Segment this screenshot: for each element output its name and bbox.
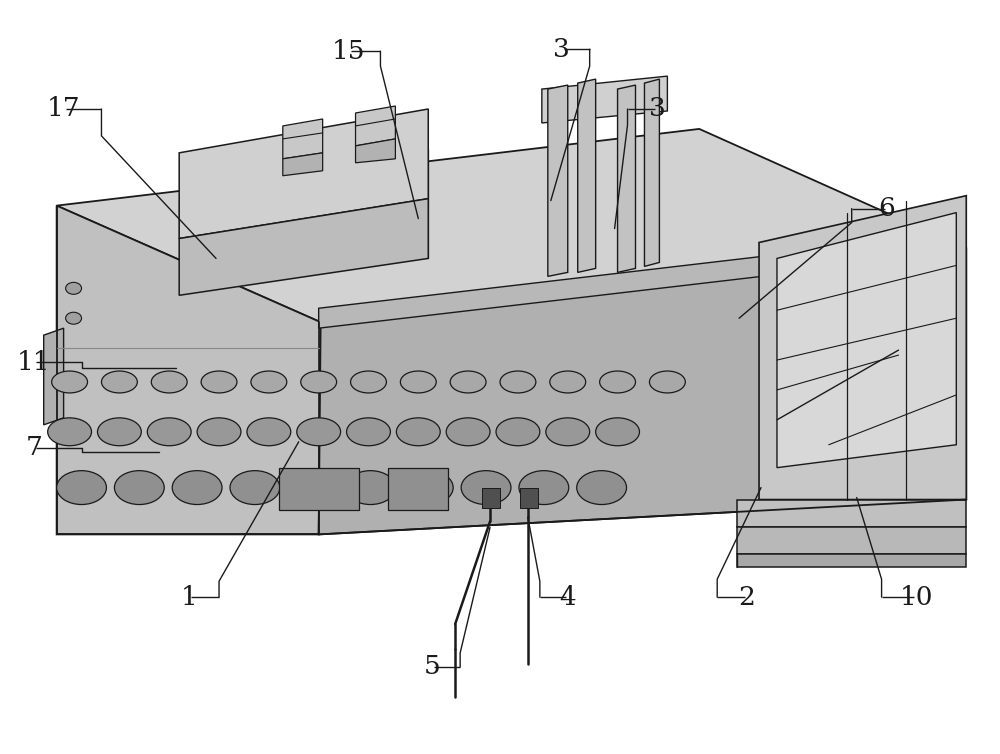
- Text: 1: 1: [181, 584, 198, 610]
- Polygon shape: [356, 139, 395, 163]
- Ellipse shape: [649, 371, 685, 393]
- Ellipse shape: [197, 418, 241, 446]
- Text: 5: 5: [424, 654, 441, 679]
- Ellipse shape: [247, 418, 291, 446]
- Ellipse shape: [446, 418, 490, 446]
- Polygon shape: [737, 528, 966, 554]
- Ellipse shape: [230, 470, 280, 504]
- Ellipse shape: [172, 470, 222, 504]
- Polygon shape: [618, 85, 635, 272]
- Ellipse shape: [147, 418, 191, 446]
- Polygon shape: [520, 488, 538, 507]
- Ellipse shape: [114, 470, 164, 504]
- Ellipse shape: [500, 371, 536, 393]
- Text: 3: 3: [553, 37, 570, 62]
- Ellipse shape: [550, 371, 586, 393]
- Polygon shape: [279, 467, 359, 510]
- Ellipse shape: [251, 371, 287, 393]
- Ellipse shape: [450, 371, 486, 393]
- Ellipse shape: [66, 312, 82, 324]
- Ellipse shape: [288, 470, 338, 504]
- Ellipse shape: [519, 470, 569, 504]
- Ellipse shape: [151, 371, 187, 393]
- Ellipse shape: [66, 282, 82, 294]
- Ellipse shape: [48, 418, 92, 446]
- Ellipse shape: [496, 418, 540, 446]
- Polygon shape: [777, 213, 956, 467]
- Polygon shape: [759, 196, 966, 500]
- Polygon shape: [179, 198, 428, 296]
- Polygon shape: [319, 249, 966, 535]
- Polygon shape: [44, 328, 64, 425]
- Polygon shape: [283, 153, 323, 176]
- Polygon shape: [356, 106, 395, 146]
- Ellipse shape: [461, 470, 511, 504]
- Text: 4: 4: [559, 584, 576, 610]
- Polygon shape: [482, 488, 500, 507]
- Text: 6: 6: [878, 196, 895, 221]
- Text: 7: 7: [25, 435, 42, 460]
- Polygon shape: [737, 554, 966, 567]
- Ellipse shape: [546, 418, 590, 446]
- Ellipse shape: [301, 371, 337, 393]
- Ellipse shape: [396, 418, 440, 446]
- Ellipse shape: [596, 418, 639, 446]
- Ellipse shape: [297, 418, 341, 446]
- Text: 17: 17: [47, 97, 80, 121]
- Text: 2: 2: [739, 584, 756, 610]
- Polygon shape: [57, 206, 321, 535]
- Ellipse shape: [201, 371, 237, 393]
- Text: 15: 15: [332, 38, 365, 63]
- Ellipse shape: [97, 418, 141, 446]
- Polygon shape: [388, 467, 448, 510]
- Polygon shape: [737, 500, 966, 528]
- Ellipse shape: [57, 470, 106, 504]
- Ellipse shape: [347, 418, 390, 446]
- Ellipse shape: [403, 470, 453, 504]
- Text: 10: 10: [900, 584, 933, 610]
- Ellipse shape: [351, 371, 386, 393]
- Polygon shape: [542, 76, 667, 123]
- Text: 11: 11: [17, 350, 50, 375]
- Ellipse shape: [600, 371, 635, 393]
- Ellipse shape: [52, 371, 88, 393]
- Ellipse shape: [101, 371, 137, 393]
- Polygon shape: [644, 79, 659, 266]
- Ellipse shape: [346, 470, 395, 504]
- Polygon shape: [319, 232, 966, 328]
- Ellipse shape: [400, 371, 436, 393]
- Polygon shape: [283, 119, 323, 159]
- Polygon shape: [578, 79, 596, 272]
- Text: 3: 3: [649, 97, 666, 121]
- Polygon shape: [57, 129, 966, 322]
- Polygon shape: [548, 85, 568, 277]
- Ellipse shape: [577, 470, 627, 504]
- Polygon shape: [179, 109, 428, 238]
